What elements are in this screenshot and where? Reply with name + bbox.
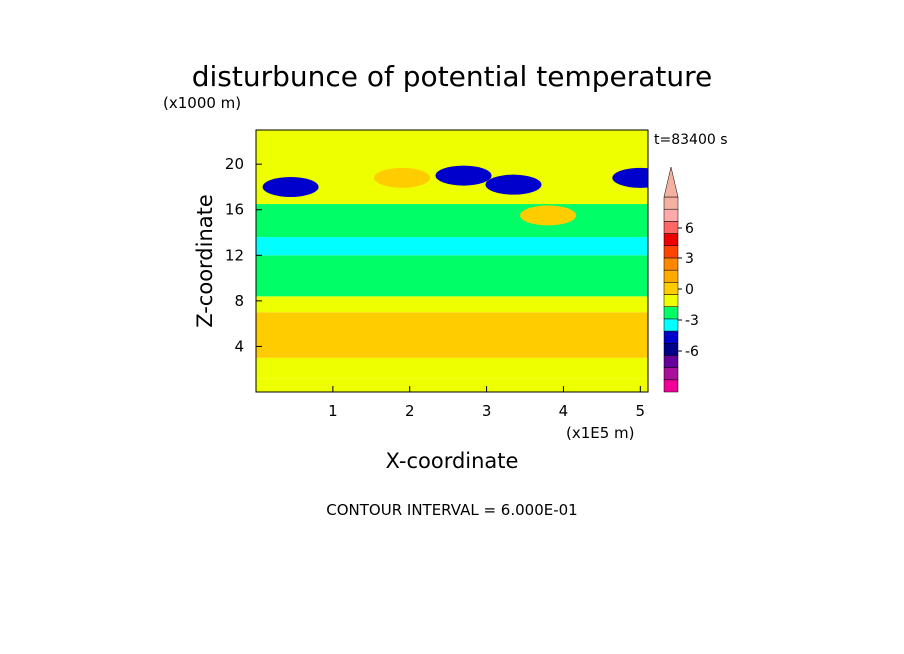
contour-interval-label: CONTOUR INTERVAL = 6.000E-01 (326, 501, 577, 519)
plot-area (256, 130, 648, 392)
colorbar-swatch (663, 282, 679, 295)
contour-band-6 (256, 204, 648, 238)
contour-feature-5 (520, 205, 577, 226)
contour-feature-1 (262, 176, 319, 197)
y-unit-label: (x1000 m) (163, 94, 241, 112)
y-tick-label: 16 (225, 201, 244, 219)
y-axis-ticks: 4 8 12 16 20 (225, 155, 262, 355)
colorbar: 6 3 0 -3 -6 (663, 166, 699, 393)
contour-feature-4 (612, 167, 648, 188)
colorbar-swatch (663, 269, 679, 283)
x-tick-label: 2 (405, 402, 415, 420)
contour-band-5 (256, 237, 648, 256)
colorbar-max-arrow (663, 166, 679, 198)
colorbar-tick-label: -6 (685, 344, 699, 360)
colorbar-swatch (663, 196, 679, 210)
contour-band-3 (256, 296, 648, 313)
x-axis-ticks: 1 2 3 4 5 (328, 386, 645, 420)
colorbar-swatch (663, 318, 679, 332)
colorbar-tick-label: 6 (685, 221, 694, 237)
colorbar-tick-label: 3 (685, 251, 694, 267)
colorbar-swatch (663, 379, 679, 393)
y-tick-label: 12 (225, 246, 244, 264)
colorbar-swatch (663, 245, 679, 259)
colorbar-swatch (663, 233, 679, 246)
colorbar-tick-label: -3 (685, 313, 699, 329)
colorbar-swatch (663, 330, 679, 344)
contour-band-1 (256, 357, 648, 379)
plot-frame (255, 129, 649, 393)
y-tick-label: 20 (225, 155, 244, 173)
x-tick-label: 3 (482, 402, 492, 420)
colorbar-swatch (663, 355, 679, 368)
contour-band-0 (256, 378, 648, 392)
colorbar-swatch (663, 257, 679, 271)
contour-band-4 (256, 255, 648, 297)
time-label: t=83400 s (654, 132, 728, 148)
colorbar-tick-label: 0 (685, 282, 694, 298)
colorbar-swatch (663, 294, 679, 307)
y-axis-label: Z-coordinate (193, 194, 217, 328)
x-tick-label: 1 (328, 402, 338, 420)
colorbar-swatch (663, 343, 679, 356)
x-axis-label: X-coordinate (386, 449, 519, 473)
chart-title: disturbunce of potential temperature (192, 60, 713, 93)
x-tick-label: 5 (636, 402, 646, 420)
contour-feature-0 (374, 167, 431, 188)
colorbar-swatch (663, 208, 679, 222)
colorbar-swatch (663, 306, 679, 320)
colorbar-swatch (663, 367, 679, 381)
contour-band-2 (256, 312, 648, 358)
y-tick-label: 4 (234, 337, 244, 355)
contour-feature-3 (485, 174, 542, 195)
x-unit-label: (x1E5 m) (566, 424, 635, 442)
contour-feature-2 (435, 165, 492, 186)
x-tick-label: 4 (559, 402, 569, 420)
colorbar-swatch (663, 221, 679, 234)
y-tick-label: 8 (234, 292, 244, 310)
